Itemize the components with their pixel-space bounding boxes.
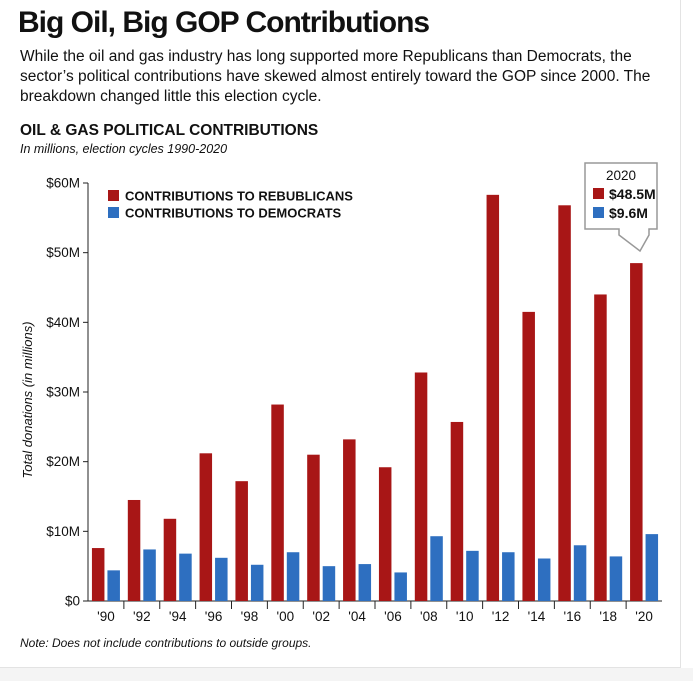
callout-year: 2020 (606, 168, 636, 183)
bar-democrat (502, 552, 515, 601)
bar-republican (594, 294, 607, 601)
bar-democrat (286, 552, 300, 601)
bar-democrat (466, 550, 479, 601)
bar-republican (127, 499, 141, 601)
bar-republican (486, 194, 500, 602)
bar-republican (450, 421, 464, 601)
y-tick-label: $50M (46, 245, 80, 260)
bar-democrat (250, 564, 264, 601)
chart-subtitle: In millions, election cycles 1990-2020 (20, 142, 228, 156)
chart-title: OIL & GAS POLITICAL CONTRIBUTIONS (20, 122, 319, 139)
x-tick-label: '02 (312, 609, 330, 624)
x-tick-label: '04 (348, 609, 366, 624)
bar-democrat (430, 536, 443, 601)
x-tick-label: '18 (599, 609, 617, 624)
y-tick-label: $20M (46, 454, 80, 469)
bar-democrat (609, 556, 623, 601)
bar-democrat (322, 566, 336, 601)
x-tick-label: '96 (205, 609, 223, 624)
x-tick-label: '20 (635, 609, 653, 624)
y-tick-label: $60M (46, 176, 80, 191)
y-tick-label: $40M (46, 315, 80, 330)
footnote: Note: Does not include contributions to … (20, 636, 312, 650)
callout-swatch-republican (593, 188, 604, 199)
y-tick-label: $10M (46, 524, 80, 539)
bottom-strip (0, 668, 693, 681)
callout-value-democrat: $9.6M (609, 205, 648, 221)
bar-republican (271, 404, 284, 601)
y-tick-label: $0 (65, 594, 80, 609)
x-tick-label: '98 (241, 609, 259, 624)
x-tick-label: '12 (492, 609, 510, 624)
bar-democrat (573, 545, 587, 601)
legend-label-republican: CONTRIBUTIONS TO REBUBLICANS (125, 189, 353, 204)
bar-republican (163, 518, 177, 601)
bar-republican (378, 467, 392, 601)
bar-democrat (179, 553, 192, 601)
callout-box (584, 162, 658, 253)
bar-republican (235, 481, 248, 601)
bar-democrat (358, 564, 372, 601)
bar-democrat (394, 572, 407, 601)
bar-republican (343, 439, 356, 601)
y-tick-label: $30M (46, 385, 80, 400)
bar-democrat (143, 549, 156, 601)
bar-democrat (215, 557, 228, 601)
legend-label-democrat: CONTRIBUTIONS TO DEMOCRATS (125, 206, 342, 221)
bar-republican (91, 548, 105, 601)
legend-swatch-democrat (108, 207, 119, 218)
bar-democrat (537, 558, 551, 601)
lede-paragraph: While the oil and gas industry has long … (20, 48, 651, 105)
callout-value-republican: $48.5M (609, 186, 656, 202)
bar-republican (522, 311, 535, 601)
bar-republican (414, 372, 428, 601)
x-tick-label: '08 (420, 609, 438, 624)
bar-republican (307, 454, 320, 601)
callout-swatch-democrat (593, 207, 604, 218)
legend-swatch-republican (108, 190, 119, 201)
x-tick-label: '14 (528, 609, 546, 624)
bar-democrat (645, 534, 659, 601)
bar-republican (630, 263, 643, 601)
bar-republican (558, 205, 571, 601)
x-tick-label: '90 (97, 609, 115, 624)
x-tick-label: '00 (277, 609, 295, 624)
x-tick-label: '94 (169, 609, 187, 624)
y-axis-title: Total donations (in millions) (20, 321, 35, 478)
x-tick-label: '92 (133, 609, 151, 624)
x-tick-label: '16 (564, 609, 582, 624)
x-tick-label: '10 (456, 609, 474, 624)
x-tick-label: '06 (384, 609, 402, 624)
bar-democrat (107, 570, 120, 601)
bar-republican (199, 453, 213, 601)
headline: Big Oil, Big GOP Contributions (18, 6, 430, 39)
